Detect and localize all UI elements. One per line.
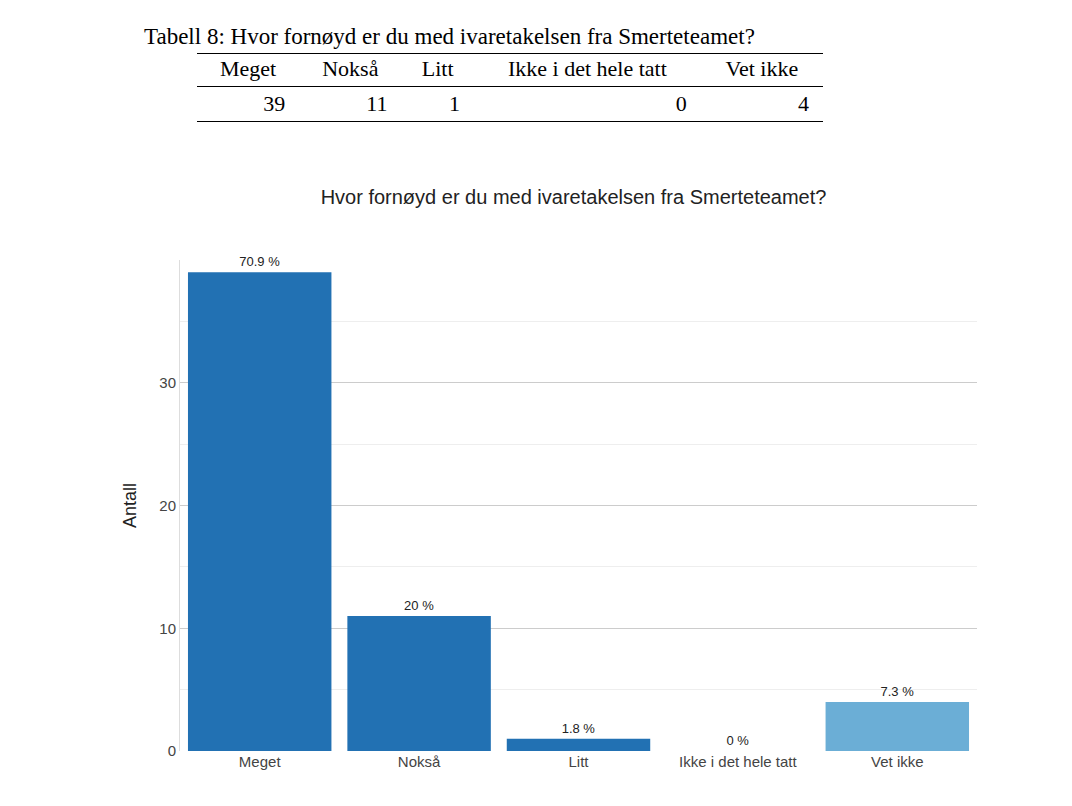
html-text:Litt: Litt xyxy=(421,56,454,81)
svg-text:30: 30 xyxy=(159,374,176,391)
html-text:0: 0 xyxy=(675,91,687,116)
svg-text:Ikke i det hele tatt: Ikke i det hele tatt xyxy=(679,753,797,770)
html-text:4: 4 xyxy=(798,91,809,116)
html-text:Ikke i det hele tatt: Ikke i det hele tatt xyxy=(508,56,667,81)
html-text:1: 1 xyxy=(449,91,460,116)
svg-text:Litt: Litt xyxy=(568,753,589,770)
svg-text:Vet ikke: Vet ikke xyxy=(871,753,924,770)
html-text:11: 11 xyxy=(366,91,388,116)
svg-text:1.8 %: 1.8 % xyxy=(562,721,596,736)
svg-text:Antall: Antall xyxy=(120,483,140,528)
html-text:39: 39 xyxy=(263,91,286,116)
html-text:Meget: Meget xyxy=(220,56,277,81)
svg-text:10: 10 xyxy=(159,620,176,637)
svg-text:20 %: 20 % xyxy=(404,598,434,613)
html-text:Vet ikke: Vet ikke xyxy=(725,56,799,81)
svg-text:7.3 %: 7.3 % xyxy=(880,684,914,699)
svg-text:20: 20 xyxy=(159,497,176,514)
html-text:Tabell 8: Hvor fornøyd er du m: Tabell 8: Hvor fornøyd er du med ivareta… xyxy=(144,24,755,49)
svg-text:0: 0 xyxy=(168,742,176,759)
svg-text:Meget: Meget xyxy=(239,753,282,770)
html-text:Nokså: Nokså xyxy=(322,56,379,81)
svg-text:Nokså: Nokså xyxy=(398,753,441,770)
svg-text:Hvor fornøyd er du med ivareta: Hvor fornøyd er du med ivaretakelsen fra… xyxy=(321,186,827,208)
svg-text:0 %: 0 % xyxy=(726,733,749,748)
svg-text:70.9 %: 70.9 % xyxy=(239,254,280,269)
